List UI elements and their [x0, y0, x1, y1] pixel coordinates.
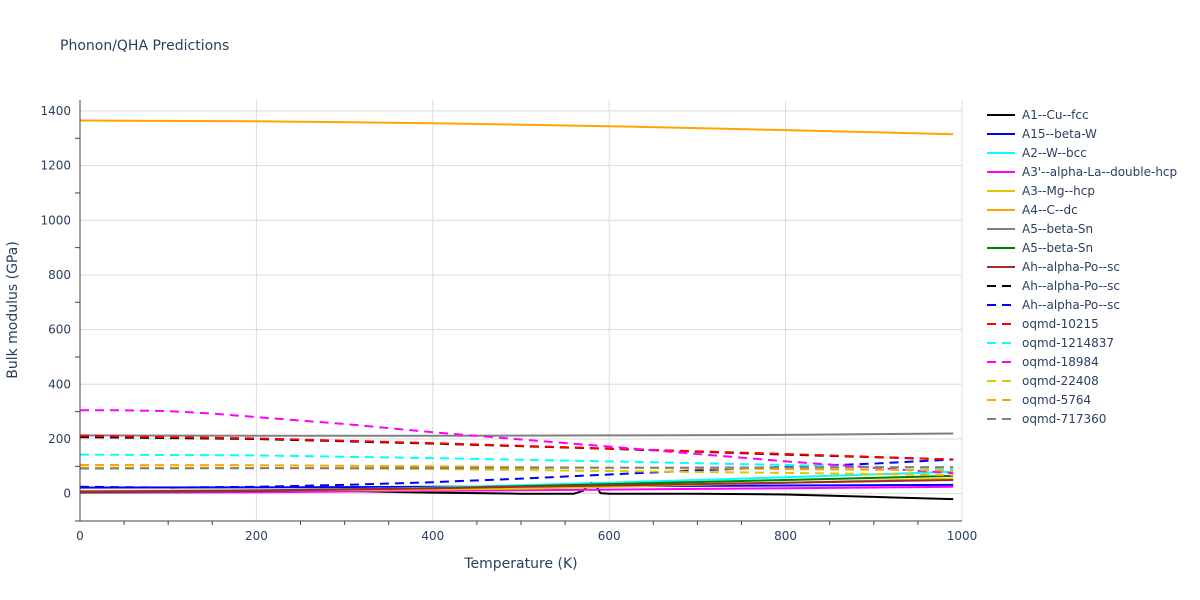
legend-label: oqmd-717360 [1022, 412, 1106, 426]
y-tick-label: 600 [48, 323, 71, 337]
legend-label: Ah--alpha-Po--sc [1022, 298, 1120, 312]
x-tick-label: 400 [421, 529, 444, 543]
y-tick-label: 400 [48, 377, 71, 391]
legend-item-8[interactable]: Ah--alpha-Po--sc [987, 260, 1120, 274]
legend-label: Ah--alpha-Po--sc [1022, 260, 1120, 274]
legend-label: Ah--alpha-Po--sc [1022, 279, 1120, 293]
legend-item-7[interactable]: A5--beta-Sn [987, 241, 1093, 255]
legend-label: oqmd-22408 [1022, 374, 1099, 388]
series-line-16 [79, 466, 954, 470]
x-tick-label: 600 [598, 529, 621, 543]
series-line-3 [79, 485, 954, 494]
legend-item-13[interactable]: oqmd-18984 [987, 355, 1099, 369]
legend-item-3[interactable]: A3'--alpha-La--double-hcp [987, 165, 1177, 179]
series-line-12 [79, 453, 954, 470]
legend-label: A15--beta-W [1022, 127, 1097, 141]
legend-item-10[interactable]: Ah--alpha-Po--sc [987, 298, 1120, 312]
legend-item-15[interactable]: oqmd-5764 [987, 393, 1091, 407]
x-tick-label: 800 [774, 529, 797, 543]
legend-label: oqmd-18984 [1022, 355, 1099, 369]
legend-item-4[interactable]: A3--Mg--hcp [987, 184, 1095, 198]
legend-item-11[interactable]: oqmd-10215 [987, 317, 1099, 331]
grid-layer [79, 100, 963, 521]
series-line-14 [79, 466, 954, 477]
series-line-5 [79, 119, 954, 136]
series-line-6 [79, 432, 954, 437]
x-tick-label: 0 [76, 529, 84, 543]
y-tick-label: 0 [63, 487, 71, 501]
legend-item-6[interactable]: A5--beta-Sn [987, 222, 1093, 236]
legend-label: A1--Cu--fcc [1022, 108, 1089, 122]
legend-item-5[interactable]: A4--C--dc [987, 203, 1078, 217]
x-tick-label: 200 [245, 529, 268, 543]
series-line-8 [79, 479, 954, 493]
legend-label: A3'--alpha-La--double-hcp [1022, 165, 1177, 179]
legend-item-14[interactable]: oqmd-22408 [987, 374, 1099, 388]
legend-label: oqmd-5764 [1022, 393, 1091, 407]
legend-label: A2--W--bcc [1022, 146, 1087, 160]
plot-layer [79, 119, 954, 501]
y-axis-title: Bulk modulus (GPa) [5, 241, 21, 379]
legend-label: A5--beta-Sn [1022, 241, 1093, 255]
legend-label: A4--C--dc [1022, 203, 1078, 217]
y-tick-label: 1000 [40, 213, 71, 227]
legend-item-16[interactable]: oqmd-717360 [987, 412, 1106, 426]
legend-label: A5--beta-Sn [1022, 222, 1093, 236]
legend-label: oqmd-1214837 [1022, 336, 1114, 350]
legend-label: oqmd-10215 [1022, 317, 1099, 331]
legend-item-0[interactable]: A1--Cu--fcc [987, 108, 1089, 122]
x-tick-label: 1000 [947, 529, 978, 543]
chart-title: Phonon/QHA Predictions [60, 38, 229, 54]
y-tick-label: 200 [48, 432, 71, 446]
y-tick-label: 1200 [40, 159, 71, 173]
legend-label: A3--Mg--hcp [1022, 184, 1095, 198]
series-line-13 [80, 409, 954, 475]
series-line-11 [79, 434, 954, 461]
y-tick-label: 800 [48, 268, 71, 282]
legend-item-9[interactable]: Ah--alpha-Po--sc [987, 279, 1120, 293]
axis-layer: 0 200 400 600 800 1000 0 200 400 600 800 1000 1200 14… [40, 100, 977, 543]
x-axis-title: Temperature (K) [463, 556, 577, 572]
y-tick-label: 1400 [40, 104, 71, 118]
legend-item-2[interactable]: A2--W--bcc [987, 146, 1087, 160]
legend-item-12[interactable]: oqmd-1214837 [987, 336, 1114, 350]
legend-item-1[interactable]: A15--beta-W [987, 127, 1097, 141]
legend: A1--Cu--fcc A15--beta-W A2--W--bcc A3'--alp… [987, 108, 1177, 426]
